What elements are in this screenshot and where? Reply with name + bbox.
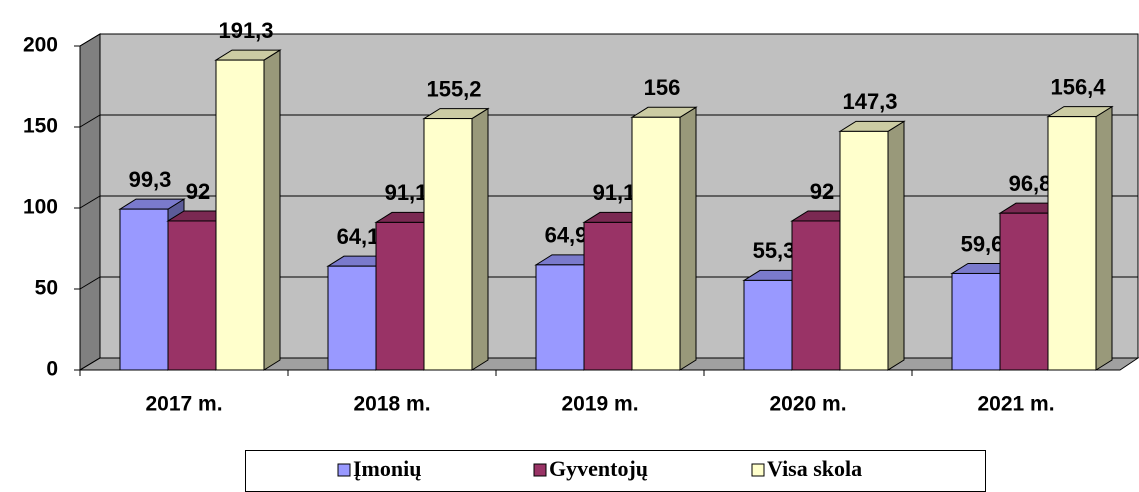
- legend-swatch: [533, 463, 547, 477]
- bar-side: [471, 107, 489, 371]
- x-tick-label: 2020 m.: [769, 393, 846, 416]
- value-label: 147,3: [842, 89, 897, 114]
- value-label: 92: [810, 179, 834, 204]
- y-tick-label: 100: [23, 196, 58, 219]
- bar: [999, 212, 1049, 371]
- legend-label: Įmonių: [353, 456, 421, 481]
- grid-line: [79, 114, 1138, 128]
- y-tick-label: 0: [46, 358, 58, 381]
- legend-swatch: [337, 463, 351, 477]
- x-tick-label: 2018 m.: [353, 393, 430, 416]
- x-tick-label: 2021 m.: [977, 393, 1054, 416]
- bar: [1047, 116, 1097, 371]
- legend-label: Gyventojų: [549, 456, 648, 481]
- bar: [791, 220, 841, 371]
- grid-line: [79, 195, 1138, 209]
- y-tick-label: 50: [35, 277, 58, 300]
- bar: [631, 116, 681, 371]
- y-tick-label: 200: [23, 34, 58, 57]
- bar-side: [887, 120, 905, 371]
- bar: [119, 208, 169, 371]
- value-label: 155,2: [426, 76, 481, 101]
- x-tick-label: 2019 m.: [561, 393, 638, 416]
- y-tick-label: 150: [23, 115, 58, 138]
- bar: [951, 272, 1001, 371]
- grid-line: [79, 33, 1138, 47]
- bar: [743, 279, 793, 371]
- bar-side: [263, 49, 281, 371]
- bar: [839, 130, 889, 371]
- value-label: 64,1: [337, 224, 380, 249]
- bar: [423, 118, 473, 371]
- value-label: 91,1: [593, 180, 636, 205]
- value-label: 156: [644, 75, 681, 100]
- value-label: 59,6: [961, 231, 1004, 256]
- bar: [215, 59, 265, 371]
- legend-swatch: [751, 463, 765, 477]
- legend-label: Visa skola: [767, 456, 862, 481]
- value-label: 156,4: [1050, 74, 1106, 99]
- bar-side: [679, 106, 697, 371]
- bar: [327, 265, 377, 371]
- bar: [535, 264, 585, 371]
- value-label: 99,3: [129, 167, 172, 192]
- legend-box: [245, 450, 986, 492]
- x-tick-label: 2017 m.: [145, 393, 222, 416]
- value-label: 96,8: [1009, 171, 1052, 196]
- bar-side: [1095, 105, 1113, 371]
- value-label: 191,3: [218, 18, 273, 43]
- bar: [583, 221, 633, 371]
- value-label: 92: [186, 179, 210, 204]
- value-label: 64,9: [545, 223, 588, 248]
- bar: [167, 220, 217, 371]
- value-label: 55,3: [753, 238, 796, 263]
- bar: [375, 221, 425, 371]
- value-label: 91,1: [385, 180, 428, 205]
